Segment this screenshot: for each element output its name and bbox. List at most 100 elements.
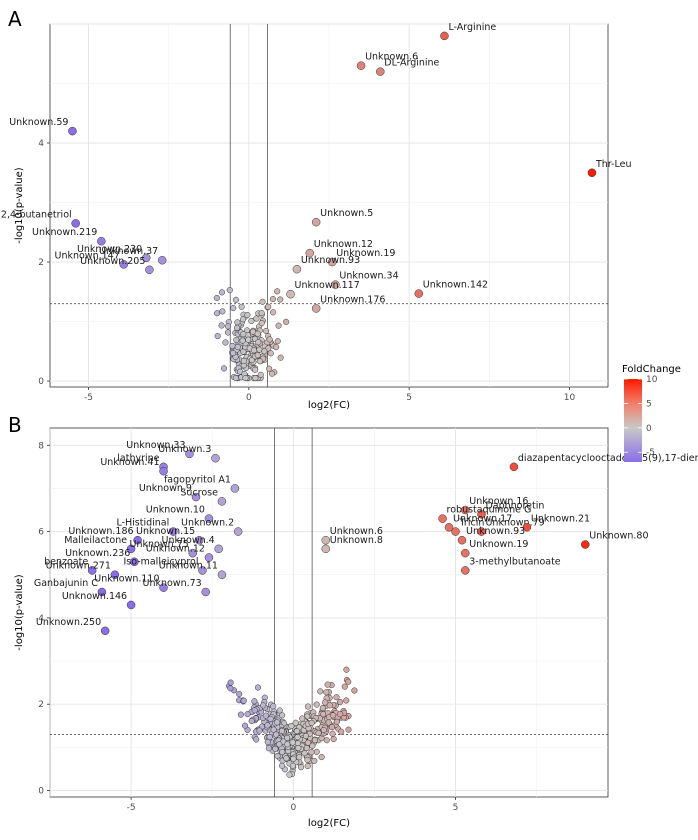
data-point bbox=[299, 715, 306, 722]
point-label: Unknown.142 bbox=[423, 280, 488, 291]
data-point bbox=[311, 757, 318, 764]
data-point bbox=[248, 317, 255, 325]
point-label: 3-methylbutanoate bbox=[469, 556, 561, 567]
data-point bbox=[232, 375, 239, 382]
point-label: Unknown.3 bbox=[158, 444, 211, 455]
data-point bbox=[266, 734, 273, 741]
labeled-point bbox=[581, 540, 590, 549]
y-tick-label: 2 bbox=[38, 700, 44, 710]
labeled-point bbox=[233, 527, 243, 536]
labeled-point bbox=[461, 548, 470, 558]
data-point bbox=[274, 288, 281, 295]
labeled-point bbox=[169, 527, 178, 536]
labeled-point bbox=[356, 61, 366, 70]
data-point bbox=[343, 666, 350, 673]
foldchange-legend: FoldChange 10 5 0 -5 bbox=[622, 364, 681, 462]
legend-title: FoldChange bbox=[622, 364, 681, 375]
data-point bbox=[265, 303, 272, 310]
data-point bbox=[218, 289, 226, 296]
labeled-point bbox=[119, 260, 129, 269]
data-point bbox=[338, 728, 345, 735]
data-point bbox=[330, 736, 337, 743]
data-point bbox=[240, 316, 247, 323]
labeled-point bbox=[87, 566, 97, 575]
labeled-point bbox=[145, 265, 154, 275]
data-point bbox=[345, 678, 352, 685]
data-point bbox=[233, 336, 240, 343]
data-point bbox=[214, 310, 221, 317]
data-point bbox=[276, 741, 283, 748]
labeled-point bbox=[321, 544, 331, 554]
data-point bbox=[248, 717, 255, 725]
data-point bbox=[213, 294, 220, 301]
data-point bbox=[279, 762, 286, 769]
point-label: diazapentacyclooctadeca-5(9),17-diene-4,… bbox=[518, 453, 698, 464]
labeled-point bbox=[204, 514, 214, 523]
labeled-point bbox=[440, 31, 449, 41]
data-point bbox=[283, 755, 290, 762]
y-axis-label: -log10(p-value) bbox=[14, 574, 25, 650]
data-point bbox=[308, 749, 315, 756]
data-point bbox=[288, 722, 295, 730]
point-label: Unknown.34 bbox=[339, 271, 398, 282]
point-label: Unknown.93 bbox=[466, 526, 525, 537]
data-point bbox=[286, 771, 293, 778]
data-point bbox=[274, 752, 281, 759]
x-tick-label: 0 bbox=[290, 803, 296, 813]
point-label: Unknown.5 bbox=[320, 208, 373, 219]
data-point bbox=[257, 371, 264, 378]
point-label: Unknown.117 bbox=[295, 280, 360, 291]
labeled-point bbox=[305, 248, 315, 258]
x-tick-label: -5 bbox=[127, 803, 136, 813]
data-point bbox=[264, 739, 271, 746]
point-label: 1,2-dioctanoyl-1,2,4-butanetriol bbox=[0, 209, 72, 220]
labeled-point bbox=[211, 453, 220, 463]
point-label: Unknown.93 bbox=[301, 255, 360, 266]
point-label: Unknown.80 bbox=[589, 531, 648, 542]
panel-a-letter: A bbox=[8, 7, 22, 31]
y-tick-label: 4 bbox=[38, 614, 44, 624]
data-point bbox=[289, 739, 296, 746]
data-point bbox=[226, 287, 233, 294]
data-point bbox=[329, 730, 336, 737]
point-label: Unknown.19 bbox=[336, 248, 395, 259]
plot-area bbox=[49, 427, 609, 798]
y-tick-label: 8 bbox=[38, 441, 44, 451]
labeled-point bbox=[204, 553, 214, 562]
data-point bbox=[218, 322, 225, 329]
data-point bbox=[277, 354, 284, 361]
data-point bbox=[304, 756, 311, 763]
data-point bbox=[277, 296, 284, 303]
data-point bbox=[254, 352, 261, 359]
labeled-point bbox=[159, 466, 168, 476]
labeled-point bbox=[100, 626, 110, 636]
point-label: Unknown.236 bbox=[65, 548, 130, 559]
x-tick-label: 0 bbox=[246, 393, 252, 403]
labeled-point bbox=[438, 514, 447, 523]
data-point bbox=[290, 755, 297, 762]
data-point bbox=[267, 350, 274, 357]
data-point bbox=[260, 702, 267, 709]
x-tick-label: 5 bbox=[453, 803, 459, 813]
legend-tick-label: -5 bbox=[646, 448, 655, 458]
data-point bbox=[263, 327, 270, 334]
legend-ticks: 10 5 0 -5 bbox=[624, 375, 658, 458]
labeled-point bbox=[477, 510, 486, 519]
labeled-point bbox=[331, 280, 340, 289]
data-point bbox=[269, 295, 276, 303]
data-point bbox=[266, 365, 273, 372]
labeled-point bbox=[444, 523, 454, 532]
data-point bbox=[343, 697, 350, 704]
x-tick-label: 10 bbox=[564, 393, 576, 403]
labeled-point bbox=[188, 548, 197, 558]
labeled-point bbox=[509, 462, 519, 472]
data-point bbox=[266, 336, 273, 343]
point-label: DL-Arginine bbox=[384, 58, 439, 69]
y-tick-label: 2 bbox=[38, 258, 44, 268]
data-point bbox=[270, 309, 277, 316]
data-point bbox=[227, 679, 234, 686]
point-label: L-Histidinal bbox=[116, 518, 169, 529]
data-point bbox=[256, 727, 263, 734]
data-point bbox=[304, 703, 312, 710]
